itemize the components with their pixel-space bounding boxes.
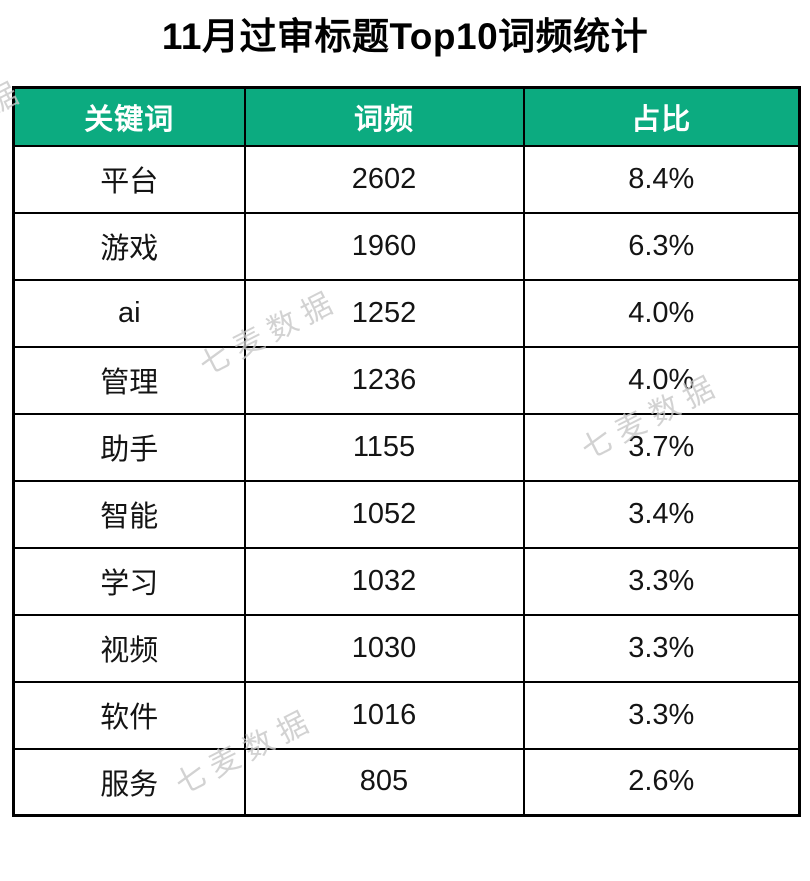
percent-cell: 3.3% bbox=[522, 613, 801, 683]
keyword-cell: 学习 bbox=[12, 546, 246, 616]
table-row: 软件 1016 3.3% bbox=[12, 680, 801, 750]
keyword-cell: 游戏 bbox=[12, 211, 246, 281]
table-row: 游戏 1960 6.3% bbox=[12, 211, 801, 281]
table-row: 平台 2602 8.4% bbox=[12, 144, 801, 214]
frequency-cell: 805 bbox=[243, 747, 525, 817]
percent-cell: 4.0% bbox=[522, 278, 801, 348]
table-row: 视频 1030 3.3% bbox=[12, 613, 801, 683]
table-row: 助手 1155 3.7% bbox=[12, 412, 801, 482]
table-row: 服务 805 2.6% bbox=[12, 747, 801, 817]
table-body: 平台 2602 8.4% 游戏 1960 6.3% ai 1252 4.0% 管理 1236 4.0%… bbox=[12, 144, 801, 817]
keyword-cell: 服务 bbox=[12, 747, 246, 817]
table-row: ai 1252 4.0% bbox=[12, 278, 801, 348]
col-header-percent: 占比 bbox=[522, 86, 801, 147]
col-header-keyword: 关键词 bbox=[12, 86, 246, 147]
percent-cell: 6.3% bbox=[522, 211, 801, 281]
frequency-cell: 1155 bbox=[243, 412, 525, 482]
page-title: 11月过审标题Top10词频统计 bbox=[161, 16, 649, 57]
frequency-cell: 1960 bbox=[243, 211, 525, 281]
percent-cell: 3.7% bbox=[522, 412, 801, 482]
keyword-cell: ai bbox=[12, 278, 246, 348]
frequency-cell: 1252 bbox=[243, 278, 525, 348]
frequency-cell: 1236 bbox=[243, 345, 525, 415]
table-header-row: 关键词 词频 占比 bbox=[12, 86, 801, 147]
percent-cell: 8.4% bbox=[522, 144, 801, 214]
frequency-cell: 1016 bbox=[243, 680, 525, 750]
frequency-table: 关键词 词频 占比 平台 2602 8.4% 游戏 1960 6.3% ai 1252 4.0%… bbox=[12, 86, 801, 817]
percent-cell: 3.3% bbox=[522, 546, 801, 616]
table-row: 智能 1052 3.4% bbox=[12, 479, 801, 549]
keyword-cell: 平台 bbox=[12, 144, 246, 214]
keyword-cell: 软件 bbox=[12, 680, 246, 750]
keyword-cell: 管理 bbox=[12, 345, 246, 415]
frequency-cell: 2602 bbox=[243, 144, 525, 214]
keyword-cell: 助手 bbox=[12, 412, 246, 482]
percent-cell: 3.4% bbox=[522, 479, 801, 549]
col-header-frequency: 词频 bbox=[243, 86, 525, 147]
frequency-cell: 1032 bbox=[243, 546, 525, 616]
frequency-cell: 1052 bbox=[243, 479, 525, 549]
keyword-cell: 视频 bbox=[12, 613, 246, 683]
percent-cell: 4.0% bbox=[522, 345, 801, 415]
percent-cell: 2.6% bbox=[522, 747, 801, 817]
table-row: 学习 1032 3.3% bbox=[12, 546, 801, 616]
frequency-cell: 1030 bbox=[243, 613, 525, 683]
percent-cell: 3.3% bbox=[522, 680, 801, 750]
keyword-cell: 智能 bbox=[12, 479, 246, 549]
table-row: 管理 1236 4.0% bbox=[12, 345, 801, 415]
